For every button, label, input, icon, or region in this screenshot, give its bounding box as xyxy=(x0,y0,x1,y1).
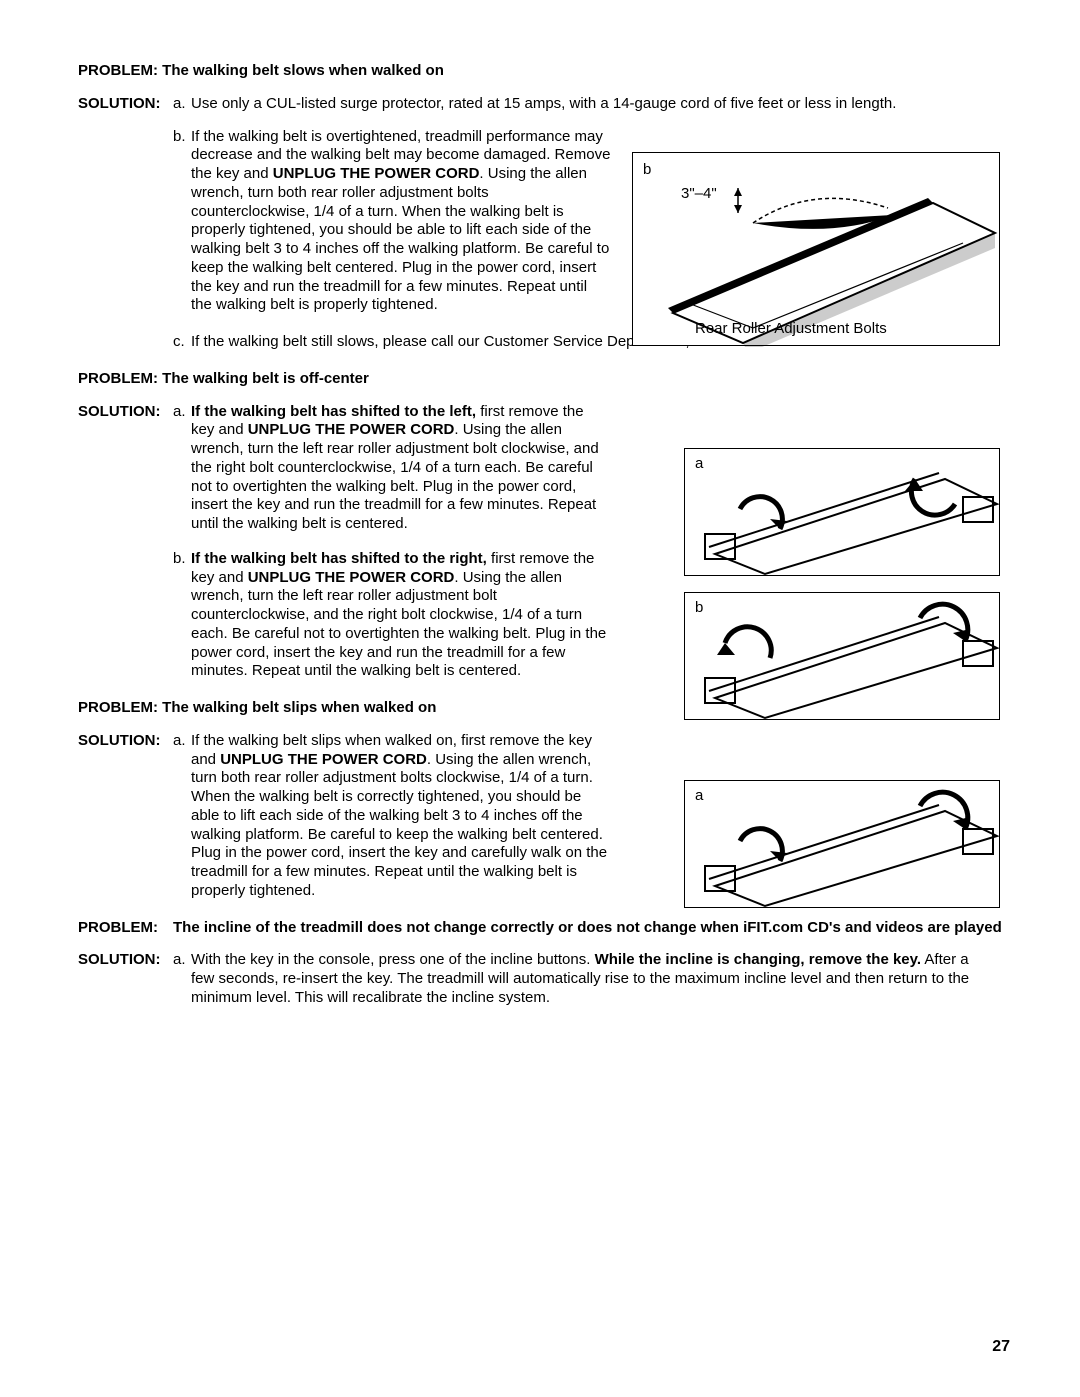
item-letter-b: b. xyxy=(173,550,191,569)
problem-2-title: PROBLEM: The walking belt is off-center xyxy=(78,370,1010,389)
item-letter-a: a. xyxy=(173,732,191,751)
figure-4-label: a xyxy=(695,787,703,806)
figure-2-label: a xyxy=(695,455,703,474)
solution-label: SOLUTION: xyxy=(78,951,173,970)
problem-1-title: PROBLEM: The walking belt slows when wal… xyxy=(78,62,1010,81)
solution-label: SOLUTION: xyxy=(78,95,173,114)
item-letter-b: b. xyxy=(173,128,191,147)
solution-1a-row: SOLUTION: a. Use only a CUL-listed surge… xyxy=(78,95,1010,114)
solution-3a-text: If the walking belt slips when walked on… xyxy=(191,732,611,901)
solution-label: SOLUTION: xyxy=(78,403,173,422)
item-letter-a: a. xyxy=(173,951,191,970)
item-letter-c: c. xyxy=(173,333,191,352)
manual-page: PROBLEM: The walking belt slows when wal… xyxy=(0,0,1080,1397)
solution-1a-text: Use only a CUL-listed surge protector, r… xyxy=(191,95,991,114)
figure-1-caption: Rear Roller Adjustment Bolts xyxy=(695,320,887,339)
figure-1-measure: 3"–4" xyxy=(681,185,717,204)
item-letter-a: a. xyxy=(173,403,191,422)
page-number: 27 xyxy=(992,1337,1010,1357)
figure-belt-slips: a xyxy=(684,780,1000,908)
problem-4-title: The incline of the treadmill does not ch… xyxy=(173,919,1010,938)
solution-2b-text: If the walking belt has shifted to the r… xyxy=(191,550,611,681)
solution-label: SOLUTION: xyxy=(78,732,173,751)
item-letter-a: a. xyxy=(173,95,191,114)
figure-belt-left: a xyxy=(684,448,1000,576)
solution-4a-text: With the key in the console, press one o… xyxy=(191,951,991,1007)
figure-belt-bolts: b 3"–4" Rear Roller Adjustment Bolts xyxy=(632,152,1000,346)
solution-4a-row: SOLUTION: a. With the key in the console… xyxy=(78,951,1010,1007)
solution-2a-text: If the walking belt has shifted to the l… xyxy=(191,403,611,534)
figure-3-label: b xyxy=(695,599,703,618)
figure-1-label: b xyxy=(643,161,651,180)
figure-belt-right: b xyxy=(684,592,1000,720)
solution-1b-text: If the walking belt is overtightened, tr… xyxy=(191,128,611,316)
